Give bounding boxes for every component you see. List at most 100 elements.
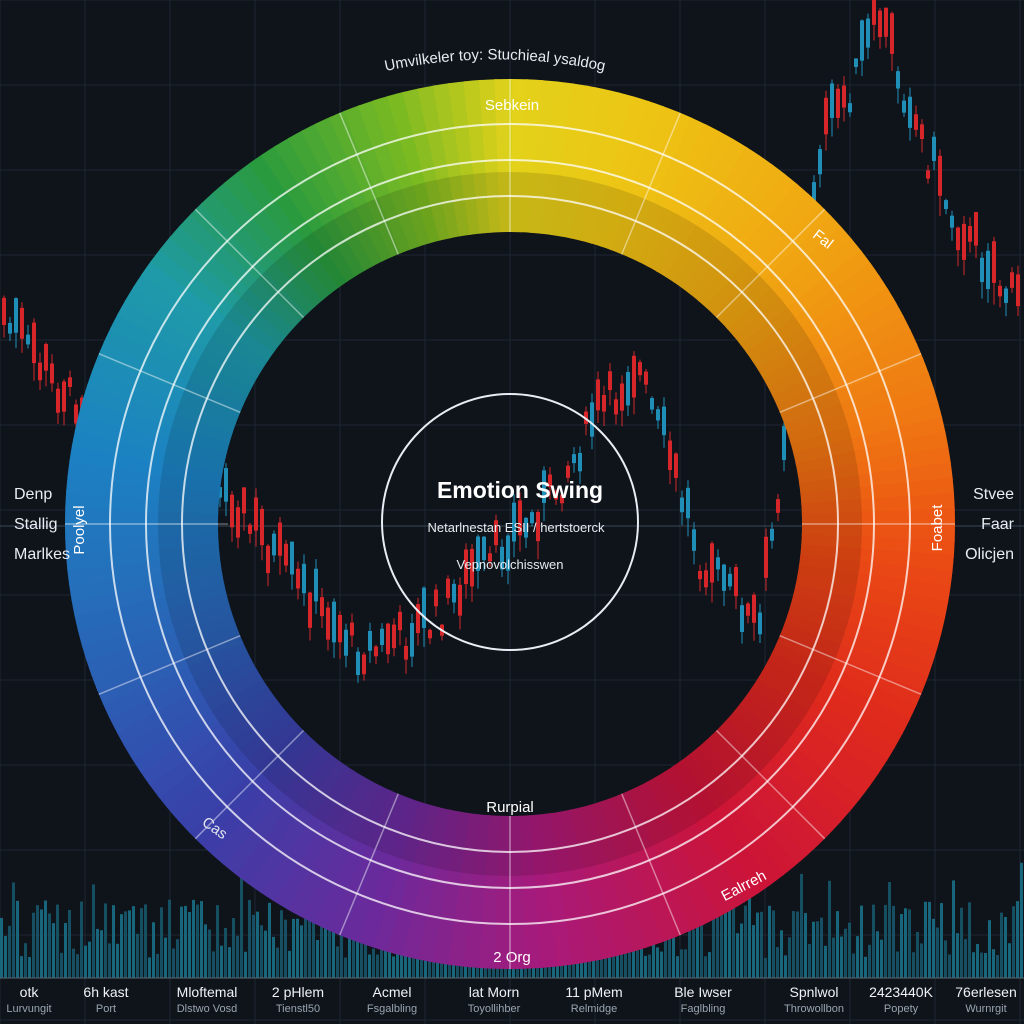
volume-bar	[124, 911, 127, 978]
candle-body	[428, 629, 432, 639]
volume-bar	[280, 910, 283, 978]
volume-bar	[48, 913, 51, 978]
volume-bar	[880, 939, 883, 978]
wheel-divider	[194, 729, 305, 840]
volume-bar	[772, 910, 775, 978]
candle-body	[662, 406, 666, 436]
volume-bar	[1012, 906, 1015, 978]
wheel-sector	[476, 815, 500, 969]
candle-body	[734, 567, 738, 597]
candle-body	[422, 587, 426, 628]
volume-bar	[28, 957, 31, 978]
volume-bar	[792, 911, 795, 978]
candle-body	[692, 529, 696, 551]
volume-bar	[788, 937, 791, 978]
volume-bar	[32, 912, 35, 978]
candle-body	[698, 570, 702, 580]
time-tick: Spnlwol Throwollbon	[784, 984, 844, 1015]
wheel-sector	[801, 534, 955, 558]
volume-bar	[164, 937, 167, 978]
candle-body	[248, 524, 252, 534]
volume-bar	[120, 914, 123, 978]
candle-body	[824, 97, 828, 135]
wheel-ring	[109, 123, 911, 925]
volume-bar	[20, 956, 23, 978]
candle-body	[344, 629, 348, 656]
volume-bar	[668, 910, 671, 978]
volume-bar	[844, 928, 847, 978]
volume-bar	[936, 927, 939, 978]
candle-body	[14, 298, 18, 333]
volume-bar	[676, 956, 679, 978]
candle-body	[770, 528, 774, 541]
wheel-sector	[792, 584, 946, 634]
wheel-sector	[71, 429, 225, 474]
volume-bar	[172, 948, 175, 978]
wheel-sector	[800, 477, 955, 506]
volume-bar	[352, 935, 355, 978]
candle-body	[842, 85, 846, 108]
volume-bar	[616, 935, 619, 978]
wheel-divider	[98, 635, 241, 695]
volume-bar	[720, 910, 723, 978]
volume-bar	[980, 952, 983, 978]
wheel-sector	[579, 804, 633, 957]
candle-body	[950, 215, 954, 228]
volume-bar	[324, 908, 327, 978]
volume-bar	[196, 904, 199, 978]
volume-bar	[916, 931, 919, 978]
candle-body	[620, 383, 624, 411]
wheel-sector	[793, 416, 946, 465]
volume-bar	[100, 930, 103, 978]
wheel-divider	[621, 112, 681, 255]
volume-bar	[292, 918, 295, 978]
wheel-sector	[790, 401, 943, 455]
volume-bar	[784, 955, 787, 978]
volume-bar	[420, 949, 423, 978]
volume-bar	[824, 945, 827, 978]
candle-body	[872, 0, 876, 25]
volume-bar	[664, 907, 667, 978]
volume-bar	[776, 946, 779, 978]
candle-body	[434, 589, 438, 607]
candle-body	[368, 630, 372, 651]
volume-bar	[692, 929, 695, 978]
volume-bar	[0, 917, 3, 978]
candle-body	[284, 543, 288, 566]
candle-body	[404, 645, 408, 660]
volume-bar	[956, 933, 959, 978]
wheel-sector	[400, 806, 450, 960]
volume-bar	[212, 951, 215, 978]
candle-body	[32, 322, 36, 364]
wheel-sector	[69, 563, 223, 602]
time-tick: otk Lurvungit	[6, 984, 52, 1015]
wheel-ring	[181, 195, 839, 853]
candle-body	[470, 548, 474, 587]
candle-body	[398, 611, 402, 631]
candle-body	[632, 355, 636, 398]
candle-body	[896, 71, 900, 89]
volume-bar	[240, 875, 243, 978]
volume-bar	[156, 953, 159, 978]
candle-body	[716, 557, 720, 570]
time-tick: Ble Iwser Faglbling	[674, 984, 732, 1015]
wheel-sector	[801, 508, 955, 527]
candle-body	[920, 124, 924, 140]
time-tick: lat Morn Toyollihber	[467, 984, 521, 1015]
volume-bar	[288, 950, 291, 978]
candle-body	[686, 487, 690, 519]
candle-body	[218, 487, 222, 498]
volume-bar	[876, 931, 879, 978]
volume-bar	[108, 943, 111, 978]
wheel-sector	[530, 80, 559, 234]
volume-bar	[1016, 901, 1019, 978]
candle-body	[542, 470, 546, 503]
candle-body	[56, 388, 60, 413]
volume-bar	[360, 921, 363, 978]
volume-bar	[884, 904, 887, 978]
candle-body	[254, 497, 258, 531]
candle-body	[638, 362, 642, 376]
wheel-sector	[494, 79, 513, 233]
candle-body	[992, 241, 996, 283]
volume-bar	[812, 921, 815, 978]
